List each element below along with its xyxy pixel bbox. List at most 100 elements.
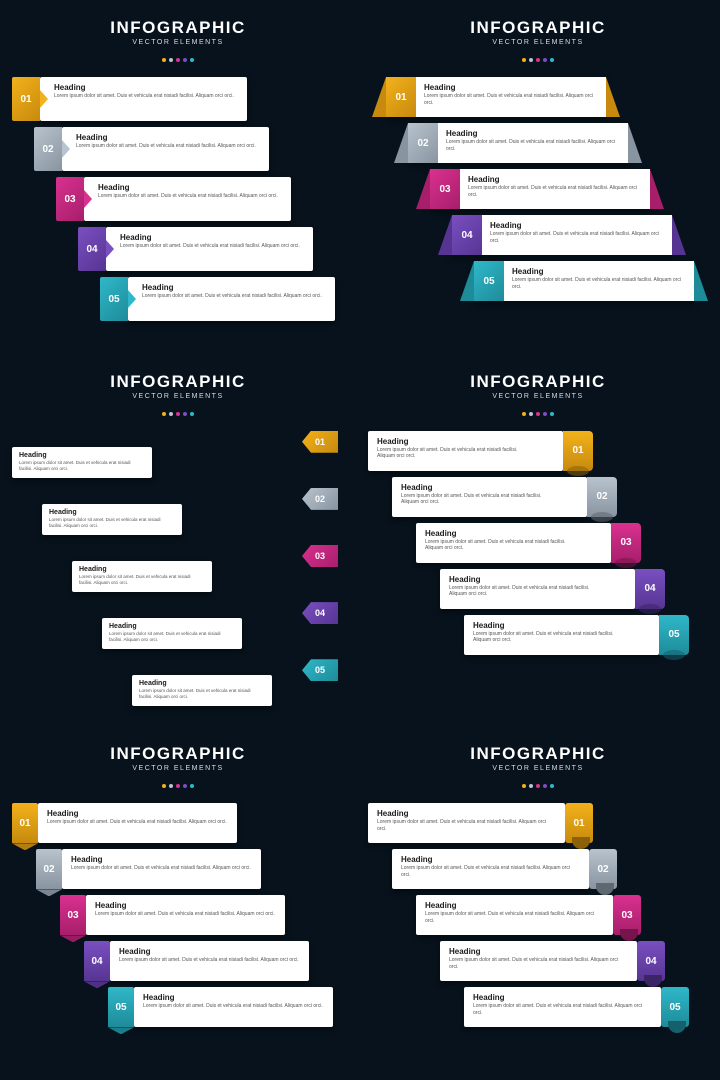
- step-row: Heading Lorem ipsum dolor sit amet. Duis…: [440, 941, 665, 981]
- panel-5: INFOGRAPHIC VECTOR ELEMENTS 01 Heading L…: [0, 726, 356, 1080]
- step-scroll-badge: 04: [637, 941, 665, 981]
- step-row: 03 Heading Lorem ipsum dolor sit amet. D…: [416, 169, 664, 209]
- step-body: Lorem ipsum dolor sit amet. Duis et vehi…: [71, 865, 252, 872]
- header-dots: [12, 49, 344, 67]
- step-curl-badge: 02: [587, 477, 617, 517]
- step-body: Lorem ipsum dolor sit amet. Duis et vehi…: [79, 574, 205, 586]
- ribbon-fold-left: [372, 77, 386, 117]
- header-dots: [368, 49, 708, 67]
- step-number-tab: 01: [12, 77, 40, 121]
- panel-header: INFOGRAPHIC VECTOR ELEMENTS: [368, 744, 708, 793]
- step-number-tab: 05: [100, 277, 128, 321]
- step-card: Heading Lorem ipsum dolor sit amet. Duis…: [438, 123, 628, 163]
- ribbon-fold-right: [650, 169, 664, 209]
- step-card: Heading Lorem ipsum dolor sit amet. Duis…: [482, 215, 672, 255]
- step-card: Heading Lorem ipsum dolor sit amet. Duis…: [40, 77, 247, 121]
- step-card: Heading Lorem ipsum dolor sit amet. Duis…: [42, 504, 182, 535]
- header-dots: [12, 775, 344, 793]
- step-body: Lorem ipsum dolor sit amet. Duis et vehi…: [76, 143, 260, 150]
- step-heading: Heading: [449, 575, 605, 584]
- panel-4: INFOGRAPHIC VECTOR ELEMENTS Heading Lore…: [356, 354, 720, 727]
- step-number-box: 02: [408, 123, 438, 163]
- step-body: Lorem ipsum dolor sit amet. Duis et vehi…: [424, 93, 598, 107]
- step-body: Lorem ipsum dolor sit amet. Duis et vehi…: [109, 631, 235, 643]
- ribbon-fold-left: [460, 261, 474, 301]
- step-body: Lorem ipsum dolor sit amet. Duis et vehi…: [473, 1003, 652, 1017]
- step-card: Heading Lorem ipsum dolor sit amet. Duis…: [368, 431, 563, 471]
- step-card: Heading Lorem ipsum dolor sit amet. Duis…: [110, 941, 309, 981]
- step-card: Heading Lorem ipsum dolor sit amet. Duis…: [12, 447, 152, 478]
- step-card: Heading Lorem ipsum dolor sit amet. Duis…: [132, 675, 272, 706]
- step-row: 04 Heading Lorem ipsum dolor sit amet. D…: [438, 215, 686, 255]
- step-row: Heading Lorem ipsum dolor sit amet. Duis…: [464, 987, 689, 1027]
- step-row: 01 Heading Lorem ipsum dolor sit amet. D…: [12, 803, 237, 843]
- step-row: Heading Lorem ipsum dolor sit amet. Duis…: [464, 615, 689, 655]
- step-bookmark-tab: 02: [36, 849, 62, 889]
- panel-title: INFOGRAPHIC: [368, 372, 708, 392]
- step-row: Heading Lorem ipsum dolor sit amet. Duis…: [392, 849, 617, 889]
- step-heading: Heading: [71, 855, 252, 864]
- panel-1: INFOGRAPHIC VECTOR ELEMENTS 01 Heading L…: [0, 0, 356, 354]
- step-number-tab: 03: [56, 177, 84, 221]
- step-row: 01 Heading Lorem ipsum dolor sit amet. D…: [12, 431, 344, 478]
- step-row: 02 Heading Lorem ipsum dolor sit amet. D…: [42, 488, 344, 535]
- step-card: Heading Lorem ipsum dolor sit amet. Duis…: [460, 169, 650, 209]
- step-card: Heading Lorem ipsum dolor sit amet. Duis…: [128, 277, 335, 321]
- step-row: Heading Lorem ipsum dolor sit amet. Duis…: [416, 523, 641, 563]
- panel-title: INFOGRAPHIC: [12, 744, 344, 764]
- ribbon-fold-left: [438, 215, 452, 255]
- step-scroll-badge: 05: [661, 987, 689, 1027]
- step-scroll-badge: 03: [613, 895, 641, 935]
- step-row: 04 Heading Lorem ipsum dolor sit amet. D…: [102, 602, 344, 649]
- ribbon-fold-left: [394, 123, 408, 163]
- step-card: Heading Lorem ipsum dolor sit amet. Duis…: [38, 803, 237, 843]
- step-heading: Heading: [143, 993, 324, 1002]
- step-body: Lorem ipsum dolor sit amet. Duis et vehi…: [449, 957, 628, 971]
- step-body: Lorem ipsum dolor sit amet. Duis et vehi…: [377, 447, 533, 461]
- step-body: Lorem ipsum dolor sit amet. Duis et vehi…: [119, 957, 300, 964]
- step-heading: Heading: [76, 133, 260, 142]
- step-row: 02 Heading Lorem ipsum dolor sit amet. D…: [34, 127, 269, 171]
- step-row: 02 Heading Lorem ipsum dolor sit amet. D…: [394, 123, 642, 163]
- step-body: Lorem ipsum dolor sit amet. Duis et vehi…: [143, 1003, 324, 1010]
- step-heading: Heading: [98, 183, 282, 192]
- step-body: Lorem ipsum dolor sit amet. Duis et vehi…: [47, 819, 228, 826]
- step-row: 03 Heading Lorem ipsum dolor sit amet. D…: [56, 177, 291, 221]
- step-heading: Heading: [142, 283, 326, 292]
- step-body: Lorem ipsum dolor sit amet. Duis et vehi…: [377, 819, 556, 833]
- step-heading: Heading: [139, 680, 265, 687]
- step-arrow-flag: 05: [302, 659, 338, 681]
- step-heading: Heading: [468, 175, 642, 184]
- panel-2: INFOGRAPHIC VECTOR ELEMENTS 01 Heading L…: [356, 0, 720, 354]
- step-card: Heading Lorem ipsum dolor sit amet. Duis…: [368, 803, 565, 843]
- panel-header: INFOGRAPHIC VECTOR ELEMENTS: [368, 372, 708, 421]
- step-scroll-badge: 01: [565, 803, 593, 843]
- step-row: 03 Heading Lorem ipsum dolor sit amet. D…: [72, 545, 344, 592]
- header-dots: [368, 775, 708, 793]
- step-curl-badge: 01: [563, 431, 593, 471]
- step-heading: Heading: [446, 129, 620, 138]
- step-card: Heading Lorem ipsum dolor sit amet. Duis…: [464, 615, 659, 655]
- panel-subtitle: VECTOR ELEMENTS: [12, 765, 344, 772]
- step-body: Lorem ipsum dolor sit amet. Duis et vehi…: [120, 243, 304, 250]
- step-number-box: 01: [386, 77, 416, 117]
- step-body: Lorem ipsum dolor sit amet. Duis et vehi…: [468, 185, 642, 199]
- step-card: Heading Lorem ipsum dolor sit amet. Duis…: [416, 895, 613, 935]
- step-heading: Heading: [473, 993, 652, 1002]
- header-dots: [12, 403, 344, 421]
- panel-header: INFOGRAPHIC VECTOR ELEMENTS: [368, 18, 708, 67]
- step-curl-badge: 05: [659, 615, 689, 655]
- step-card: Heading Lorem ipsum dolor sit amet. Duis…: [464, 987, 661, 1027]
- step-heading: Heading: [377, 437, 533, 446]
- step-card: Heading Lorem ipsum dolor sit amet. Duis…: [440, 941, 637, 981]
- panel-title: INFOGRAPHIC: [368, 18, 708, 38]
- panel-subtitle: VECTOR ELEMENTS: [368, 393, 708, 400]
- step-row: 05 Heading Lorem ipsum dolor sit amet. D…: [108, 987, 333, 1027]
- step-heading: Heading: [47, 809, 228, 818]
- step-row: 05 Heading Lorem ipsum dolor sit amet. D…: [460, 261, 708, 301]
- step-heading: Heading: [490, 221, 664, 230]
- step-body: Lorem ipsum dolor sit amet. Duis et vehi…: [142, 293, 326, 300]
- step-card: Heading Lorem ipsum dolor sit amet. Duis…: [72, 561, 212, 592]
- step-card: Heading Lorem ipsum dolor sit amet. Duis…: [392, 849, 589, 889]
- step-card: Heading Lorem ipsum dolor sit amet. Duis…: [62, 127, 269, 171]
